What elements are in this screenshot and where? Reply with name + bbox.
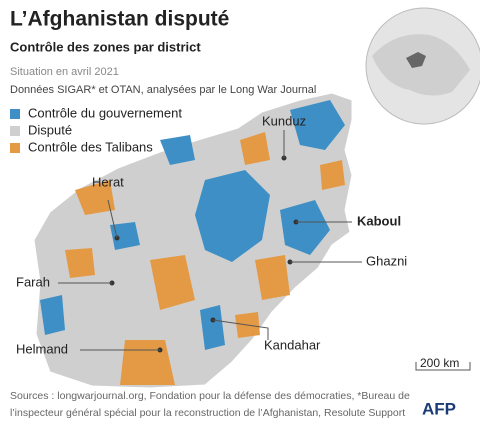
legend-swatch [10,143,20,153]
city-label: Kandahar [264,337,321,352]
title: L’Afghanistan disputé [10,8,229,31]
city-label: Farah [16,274,50,289]
district-area [150,255,195,310]
city-markers: Kunduz Herat Kaboul Farah Ghazni Helmand… [16,113,407,356]
legend-label: Contrôle du gouvernement [28,105,182,120]
district-area [290,100,345,150]
legend-label: Contrôle des Talibans [28,139,153,154]
leader-line [107,199,118,239]
logo: AFP [422,399,456,418]
legend-label: Disputé [28,122,72,137]
note: Données SIGAR* et OTAN, analysées par le… [10,84,316,96]
subtitle: Contrôle des zones par district [10,39,201,54]
districts [40,100,345,385]
district-area [255,255,290,300]
district-area [160,135,195,165]
city-label: Helmand [16,341,68,356]
source-line: l’inspecteur général spécial pour la rec… [10,407,405,419]
district-area [65,248,95,278]
scale-label: 200 km [420,356,459,370]
district-area [280,200,330,255]
city-label: Herat [92,174,124,189]
globe-afghanistan [406,52,426,68]
district-area [240,132,270,165]
legend: Contrôle du gouvernement Disputé Contrôle … [10,105,182,154]
district-area [200,305,225,350]
district-area [110,222,140,250]
district-area [195,170,270,262]
district-area [320,160,345,190]
district-area [75,180,115,215]
country-outline [33,92,353,389]
city-label: Kunduz [262,113,306,128]
city-label: Ghazni [366,253,407,268]
scale-bar [415,362,471,371]
date: Situation en avril 2021 [10,66,119,78]
leader-line [212,319,269,340]
district-area [40,295,65,335]
legend-swatch [10,109,20,119]
legend-swatch [10,126,20,136]
city-label: Kaboul [357,213,401,228]
source-line: Sources : longwarjournal.org, Fondation … [10,390,410,402]
